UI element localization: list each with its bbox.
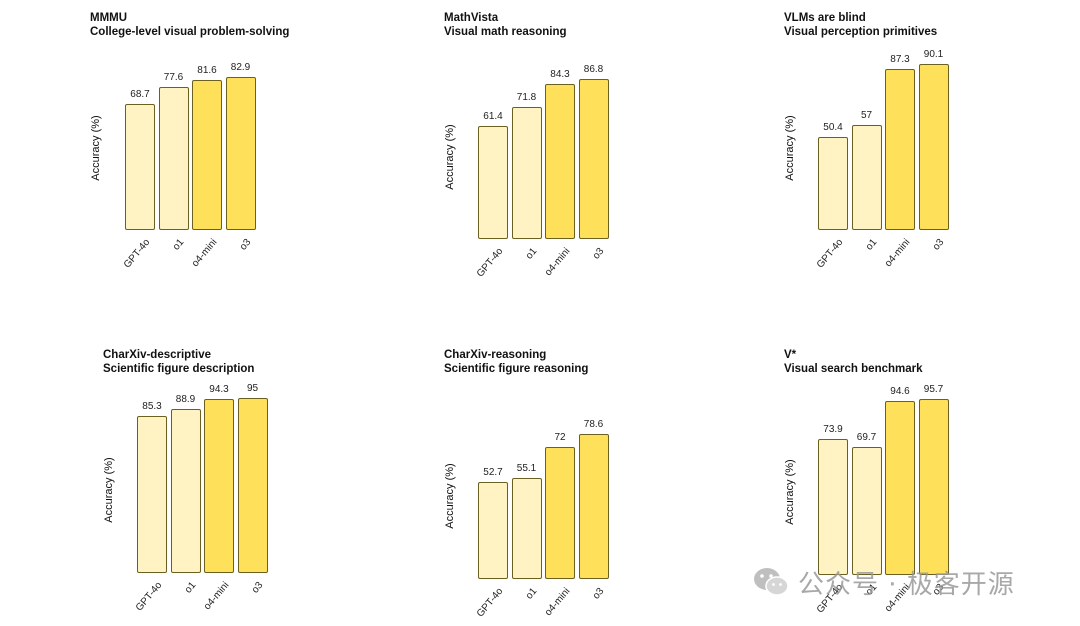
y-axis-label: Accuracy (%) [90,115,102,181]
value-label: 73.9 [823,424,843,436]
watermark-text: 公众号 · 极客开源 [798,569,1015,600]
x-tick-label: o4-mini [189,237,220,270]
x-tick-label: o1 [182,580,198,596]
bar-gpt-4o [125,103,155,230]
x-tick-label: o3 [930,237,946,253]
bar-o4-mini [192,79,222,230]
value-label: 61.4 [483,111,503,123]
bar-o1 [511,106,542,239]
value-label: 57 [860,110,873,122]
bar-o3 [918,64,949,230]
y-axis-label: Accuracy (%) [784,115,796,181]
x-tick-label: o1 [170,237,186,253]
watermark: 公众号 · 极客开源 [752,562,1015,602]
chart-title: VLMs are blind [784,12,866,24]
value-label: 77.6 [163,72,184,84]
x-tick-label: o4-mini [882,237,913,270]
value-label: 68.7 [130,88,150,100]
x-tick-label: o3 [590,586,606,602]
y-axis-label: Accuracy (%) [103,457,115,523]
x-tick-label: o3 [590,246,606,262]
value-label: 50.4 [823,122,843,134]
chart-subtitle: Scientific figure description [103,363,255,375]
x-tick-label: GPT-4o [474,586,506,620]
bar-gpt-4o [478,126,508,239]
value-label: 94.3 [209,384,229,396]
value-label: 88.9 [175,394,196,406]
chart-subtitle: College-level visual problem-solving [90,26,290,38]
x-tick-label: GPT-4o [133,580,165,614]
y-axis-label: Accuracy (%) [784,459,796,525]
bar-gpt-4o [478,482,508,579]
bar-o1 [170,409,201,573]
bar-o1 [511,477,542,579]
wechat-icon [754,568,789,596]
bar-gpt-4o [818,137,848,230]
value-label: 86.8 [583,64,604,76]
bar-o3 [918,398,949,575]
value-label: 52.7 [483,467,503,479]
x-tick-label: GPT-4o [121,237,153,271]
value-label: 95 [246,383,259,395]
bar-gpt-4o [818,439,848,575]
value-label: 85.3 [142,401,162,413]
x-tick-label: o4-mini [542,586,573,619]
value-label: 55.1 [516,462,537,474]
bar-o3 [237,398,268,573]
bar-o4-mini [885,69,915,230]
x-tick-label: GPT-4o [474,246,506,280]
bar-o1 [851,446,882,575]
y-axis-label: Accuracy (%) [444,124,456,190]
x-tick-label: GPT-4o [814,237,846,271]
bar-o3 [578,434,609,579]
value-label: 78.6 [583,419,604,431]
chart-title: MathVista [444,12,499,24]
x-tick-label: o1 [863,237,879,253]
bar-o1 [158,87,189,230]
chart-title: CharXiv-descriptive [103,349,212,361]
x-tick-label: o3 [249,580,265,596]
value-label: 84.3 [550,68,570,80]
x-tick-label: o1 [523,246,539,262]
x-tick-label: o4-mini [542,246,573,279]
x-tick-label: o1 [523,586,539,602]
bar-o3 [578,79,609,239]
bar-o4-mini [885,400,915,575]
value-label: 82.9 [230,62,251,74]
x-tick-label: o3 [237,237,253,253]
chart-subtitle: Visual perception primitives [784,26,938,38]
chart-subtitle: Visual math reasoning [444,26,567,38]
bar-o4-mini [204,399,234,573]
chart-subtitle: Scientific figure reasoning [444,363,589,375]
chart-title: V* [784,349,797,361]
chart-title: CharXiv-reasoning [444,349,547,361]
value-label: 87.3 [890,54,910,66]
bar-o4-mini [545,83,575,239]
x-tick-label: o4-mini [201,580,232,613]
chart-title: MMMU [90,12,128,24]
chart-subtitle: Visual search benchmark [784,363,923,375]
value-label: 94.6 [890,385,910,397]
value-label: 72 [554,431,566,443]
bar-o1 [851,125,882,230]
value-label: 81.6 [197,64,217,76]
bar-o3 [225,77,256,230]
value-label: 71.8 [516,91,537,103]
bar-gpt-4o [137,416,167,573]
bar-o4-mini [545,446,575,579]
y-axis-label: Accuracy (%) [444,463,456,529]
value-label: 95.7 [923,383,944,395]
value-label: 69.7 [856,431,877,443]
value-label: 90.1 [923,49,944,61]
